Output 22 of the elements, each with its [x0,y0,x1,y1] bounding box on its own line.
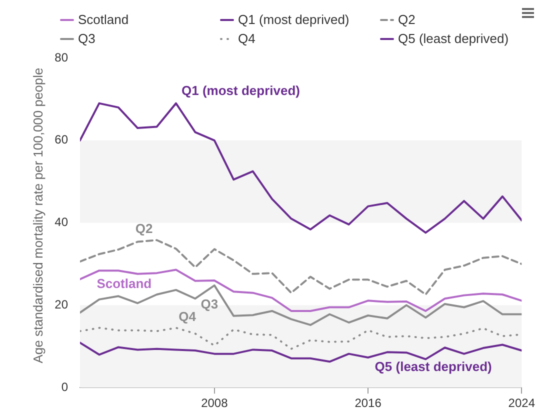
legend-label: Q1 (most deprived) [238,12,350,27]
legend-label: Q5 (least deprived) [398,31,509,46]
y-tick-label: 40 [54,215,68,230]
text: Q1 (most deprived) [182,83,300,98]
x-tick-label: 2008 [201,396,228,410]
legend-label: Q3 [78,31,96,46]
legend-label: Q4 [238,31,256,46]
line-series [80,239,522,296]
text: Q4 [178,308,196,324]
x-tick-label: 2024 [508,396,536,410]
text: Scotland [96,276,152,292]
y-tick-label: 80 [54,50,68,64]
text: Q5 (least deprived) [374,359,492,374]
legend-label: Q2 [398,12,416,27]
legend-label: Scotland [78,12,129,27]
y-axis-title: Age standardised mortality rate per 100,000 people [30,66,46,366]
text: Q3 [200,296,218,312]
text: Q2 [135,220,153,236]
y-tick-label: 20 [54,298,68,312]
x-tick-label: 2016 [354,396,382,410]
y-tick-label: 60 [54,132,68,147]
y-tick-label: 0 [61,380,68,394]
